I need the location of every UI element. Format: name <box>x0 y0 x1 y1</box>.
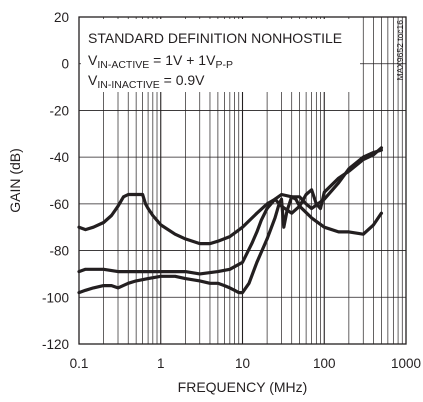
figure-id-label: MAX9652 toc16 <box>395 20 405 81</box>
y-axis-title: GAIN (dB) <box>7 148 23 213</box>
x-axis-title: FREQUENCY (MHz) <box>178 379 308 395</box>
annotation-line-2: VIN-ACTIVE = 1V + 1VP-P <box>88 52 233 71</box>
series-line-1 <box>77 192 383 246</box>
annotation-line-2-subscript-2: P-P <box>215 59 233 71</box>
traces <box>77 146 383 295</box>
plot-frame <box>78 16 407 345</box>
y-tick-labels: 20 0 -20 -40 -60 -80 -100 -120 <box>42 10 69 352</box>
annotation-line-2-subscript: IN-ACTIVE <box>97 59 149 71</box>
y-tick-label: -60 <box>49 197 69 212</box>
y-tick-label: -40 <box>49 150 69 165</box>
y-tick-label: -20 <box>49 103 69 118</box>
x-tick-label: 100 <box>313 356 336 371</box>
y-tick-label: 0 <box>61 57 69 72</box>
x-tick-label: 1000 <box>391 356 421 371</box>
series-line-2 <box>77 148 383 276</box>
annotation-background <box>81 19 360 92</box>
y-tick-label: -100 <box>42 290 69 305</box>
x-tick-label: 0.1 <box>70 356 89 371</box>
x-tick-labels: 0.1 1 10 100 1000 <box>70 356 421 371</box>
annotation-line-3-rest: = 0.9V <box>160 72 205 88</box>
annotation-line-1: STANDARD DEFINITION NONHOSTILE <box>88 30 342 46</box>
annotation-line-3: VIN-INACTIVE = 0.9V <box>88 72 205 91</box>
x-tick-label: 1 <box>157 356 165 371</box>
annotation-line-3-subscript: IN-INACTIVE <box>97 79 159 91</box>
y-tick-label: -80 <box>49 244 69 259</box>
annotation-line-2-v: V <box>88 52 98 68</box>
x-tick-label: 10 <box>235 356 250 371</box>
annotation-line-2-rest: = 1V + 1V <box>149 52 216 68</box>
annotation-line-3-v: V <box>88 72 98 88</box>
series-line-3 <box>77 146 383 295</box>
annotation-box: STANDARD DEFINITION NONHOSTILE VIN-ACTIV… <box>81 19 360 92</box>
y-tick-label: -120 <box>42 337 69 352</box>
y-tick-label: 20 <box>54 10 69 25</box>
